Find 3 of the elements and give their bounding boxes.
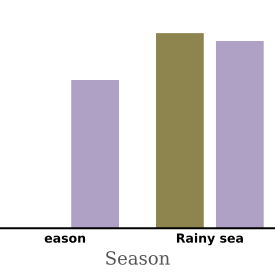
x-tick-label: eason (44, 236, 86, 243)
x-tick-label: Rainy sea (176, 233, 243, 246)
x-axis-title: Season (106, 251, 170, 265)
